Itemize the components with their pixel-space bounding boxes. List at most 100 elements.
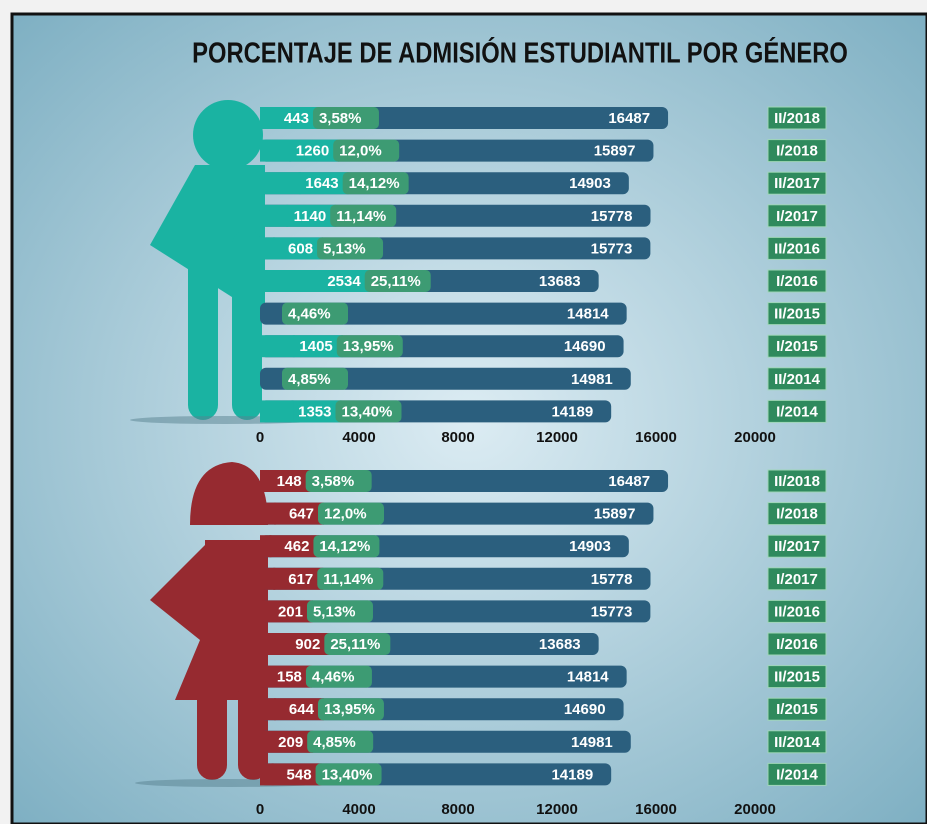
chart: PORCENTAJE DE ADMISIÓN ESTUDIANTIL POR G… (0, 0, 927, 824)
period-label: II/2014 (774, 371, 821, 388)
admitted-label: 608 (288, 240, 313, 257)
percent-label: 12,0% (324, 506, 367, 523)
x-tick-label: 4000 (342, 429, 375, 446)
period-label: I/2015 (776, 338, 818, 355)
period-label: I/2018 (776, 506, 818, 523)
applicant-label: 14690 (564, 338, 606, 355)
period-label: II/2017 (774, 538, 820, 555)
admitted-label: 158 (277, 669, 302, 686)
applicant-label: 15778 (591, 208, 633, 225)
period-label: II/2016 (774, 240, 820, 257)
applicant-label: 14903 (569, 175, 611, 192)
admitted-bar (260, 205, 288, 227)
percent-label: 4,85% (288, 371, 331, 388)
admitted-label: 1260 (296, 143, 329, 160)
applicant-label: 13683 (539, 636, 581, 653)
applicant-label: 16487 (608, 473, 650, 490)
admitted-label: 443 (284, 110, 309, 127)
admitted-label: 902 (295, 636, 320, 653)
admitted-bar (260, 633, 282, 655)
x-tick-label: 16000 (635, 429, 677, 446)
admitted-bar (260, 568, 275, 590)
percent-label: 4,46% (312, 669, 355, 686)
admitted-label: 617 (288, 571, 313, 588)
applicant-label: 13683 (539, 273, 581, 290)
applicant-label: 14981 (571, 734, 613, 751)
applicant-label: 14189 (551, 403, 593, 420)
admitted-bar (260, 172, 301, 194)
percent-label: 25,11% (371, 273, 421, 290)
admitted-label: 148 (277, 473, 302, 490)
period-label: I/2018 (776, 143, 818, 160)
applicant-label: 14814 (567, 669, 609, 686)
period-label: I/2014 (776, 766, 818, 783)
admitted-bar (260, 335, 295, 357)
admitted-label: 1140 (294, 208, 327, 225)
admitted-label: 647 (289, 506, 314, 523)
applicant-label: 14690 (564, 701, 606, 718)
x-tick-label: 12000 (536, 429, 578, 446)
admitted-bar (260, 107, 271, 129)
percent-label: 5,13% (323, 240, 366, 257)
percent-label: 14,12% (319, 538, 370, 555)
x-tick-label: 8000 (441, 801, 474, 818)
percent-label: 13,95% (343, 338, 394, 355)
admitted-bar (260, 600, 265, 622)
applicant-label: 16487 (608, 110, 650, 127)
admitted-bar (260, 763, 274, 785)
percent-label: 4,85% (313, 734, 356, 751)
x-tick-label: 20000 (734, 801, 776, 818)
admitted-label: 1405 (299, 338, 332, 355)
period-label: I/2016 (776, 273, 818, 290)
admitted-bar (260, 535, 271, 557)
admitted-bar (260, 731, 265, 753)
applicant-label: 15773 (591, 240, 633, 257)
admitted-bar (260, 237, 275, 259)
percent-label: 12,0% (339, 143, 382, 160)
period-label: I/2015 (776, 701, 818, 718)
applicant-label: 15773 (591, 603, 633, 620)
x-tick-label: 8000 (441, 429, 474, 446)
percent-label: 13,95% (324, 701, 375, 718)
period-label: I/2014 (776, 403, 818, 420)
period-label: I/2016 (776, 636, 818, 653)
page: PORCENTAJE DE ADMISIÓN ESTUDIANTIL POR G… (0, 0, 927, 824)
admitted-bar (260, 470, 264, 492)
admitted-label: 209 (278, 734, 303, 751)
admitted-label: 2534 (327, 273, 361, 290)
period-label: II/2015 (774, 669, 820, 686)
admitted-bar (260, 270, 323, 292)
percent-label: 11,14% (336, 208, 386, 225)
admitted-label: 201 (278, 603, 303, 620)
admitted-label: 1353 (298, 403, 331, 420)
percent-label: 5,13% (313, 603, 356, 620)
percent-label: 3,58% (319, 110, 362, 127)
applicant-label: 15778 (591, 571, 633, 588)
applicant-label: 15897 (594, 143, 636, 160)
admitted-bar (260, 666, 264, 688)
percent-label: 25,11% (330, 636, 380, 653)
x-tick-label: 4000 (342, 801, 375, 818)
period-label: II/2018 (774, 110, 820, 127)
admitted-bar (260, 400, 293, 422)
x-tick-label: 20000 (734, 429, 776, 446)
period-label: II/2018 (774, 473, 820, 490)
x-tick-label: 0 (256, 429, 264, 446)
applicant-label: 15897 (594, 506, 636, 523)
period-label: II/2017 (774, 175, 820, 192)
admitted-bar (260, 698, 276, 720)
admitted-bar (260, 140, 291, 162)
x-tick-label: 12000 (536, 801, 578, 818)
admitted-label: 462 (284, 538, 309, 555)
x-tick-label: 16000 (635, 801, 677, 818)
admitted-label: 1643 (305, 175, 338, 192)
period-label: I/2017 (776, 571, 818, 588)
period-label: II/2014 (774, 734, 821, 751)
applicant-label: 14981 (571, 371, 613, 388)
percent-label: 11,14% (323, 571, 373, 588)
percent-label: 4,46% (288, 306, 331, 323)
admitted-label: 548 (287, 766, 312, 783)
applicant-label: 14903 (569, 538, 611, 555)
percent-label: 3,58% (312, 473, 355, 490)
period-label: II/2015 (774, 306, 820, 323)
